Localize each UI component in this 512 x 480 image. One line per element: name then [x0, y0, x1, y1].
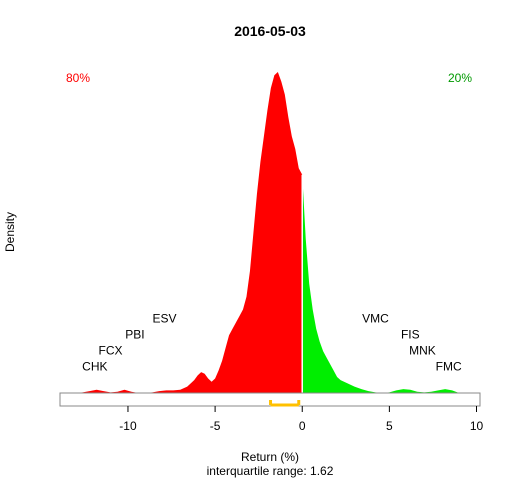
ticker-label: VMC	[362, 311, 389, 325]
x-tick-label: -10	[119, 419, 137, 433]
x-axis-label: Return (%)	[241, 450, 299, 464]
iqr-subtitle: interquartile range: 1.62	[207, 464, 334, 478]
x-tick-label: 10	[470, 419, 484, 433]
negative-share-label: 80%	[66, 71, 90, 85]
ticker-label: CHK	[82, 360, 107, 374]
positive-share-label: 20%	[448, 71, 472, 85]
x-tick-label: 0	[299, 419, 306, 433]
y-axis-label: Density	[3, 212, 17, 252]
density-negative-area	[75, 72, 303, 393]
ticker-label: FCX	[99, 343, 123, 357]
ticker-label: FMC	[436, 360, 462, 374]
chart-title: 2016-05-03	[234, 23, 306, 39]
x-tick-label: 5	[386, 419, 393, 433]
ticker-label: PBI	[125, 327, 144, 341]
ticker-label: ESV	[153, 311, 177, 325]
plot-frame	[59, 392, 481, 407]
ticker-label: FIS	[401, 327, 420, 341]
x-tick-label: -5	[210, 419, 221, 433]
density-positive-area	[302, 174, 460, 393]
x-axis: -10 -5 0 5 10	[119, 400, 484, 433]
ticker-label: MNK	[409, 343, 436, 357]
